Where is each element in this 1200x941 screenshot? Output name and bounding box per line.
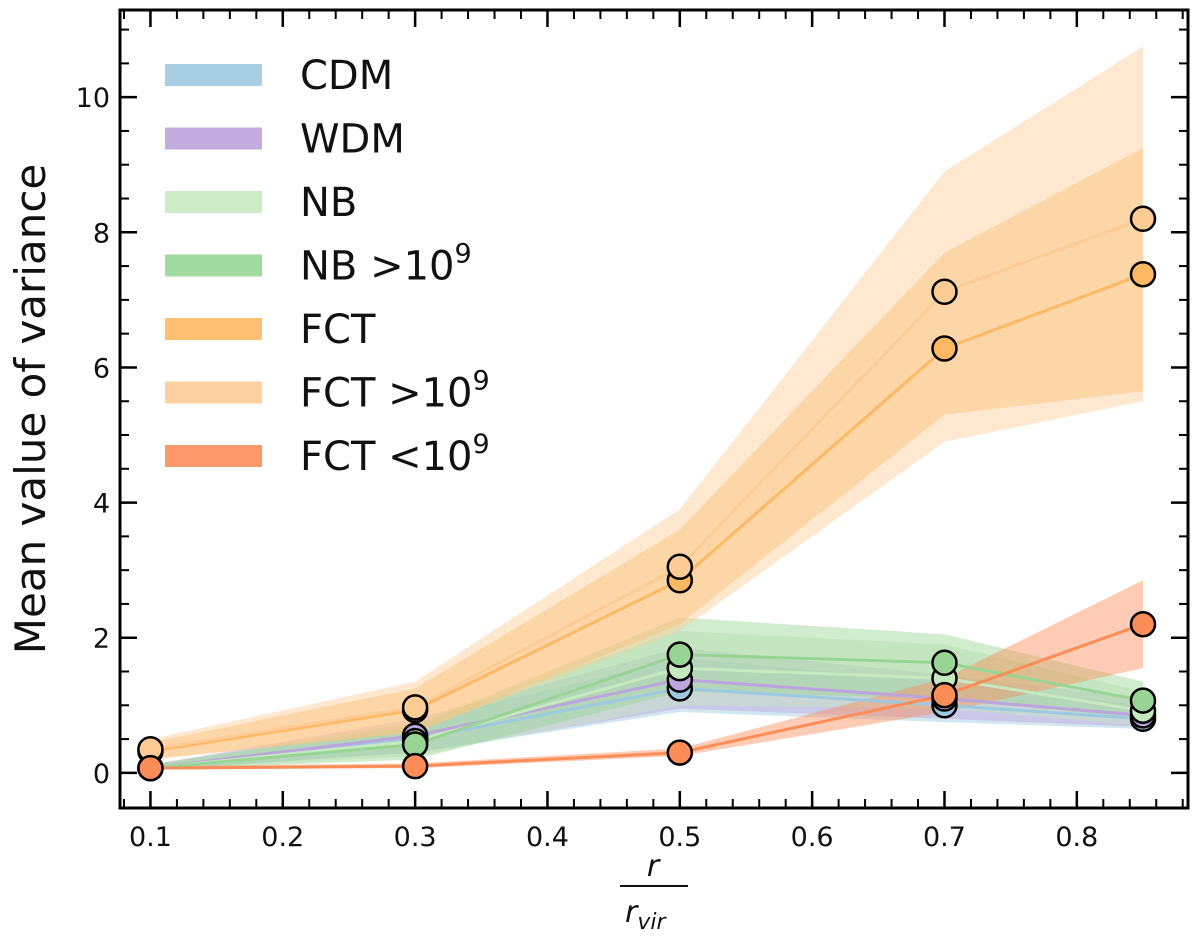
- x-tick-label: 0.7: [923, 822, 966, 853]
- legend-swatch-5: [165, 381, 262, 404]
- y-tick-label: 10: [76, 83, 110, 114]
- legend-swatch-3: [165, 254, 262, 277]
- legend-label-exponent: 9: [473, 429, 490, 460]
- x-tick-label: 0.4: [526, 822, 569, 853]
- y-tick-label: 0: [93, 759, 110, 790]
- legend-swatch-0: [165, 64, 262, 86]
- x-axis-label: r rvir: [620, 849, 688, 935]
- x-label-denominator-base: r: [625, 895, 639, 930]
- point-3-4: [1129, 687, 1157, 714]
- x-label-denominator: rvir: [625, 895, 667, 935]
- y-tick-label: 6: [93, 353, 110, 384]
- legend-label-3: NB >109: [300, 239, 472, 290]
- legend-swatch-6: [165, 445, 262, 467]
- x-tick-label: 0.8: [1055, 822, 1098, 853]
- legend-label-text: NB: [300, 180, 357, 226]
- legend-swatch-4: [165, 318, 262, 340]
- legend-swatch-2: [165, 191, 262, 213]
- point-6-2: [666, 739, 694, 766]
- legend-label-0: CDM: [300, 53, 393, 99]
- data-points: [137, 205, 1157, 782]
- x-tick-label: 0.1: [129, 822, 172, 853]
- x-tick-label: 0.2: [261, 822, 304, 853]
- point-6-3: [931, 681, 958, 709]
- point-5-3: [931, 278, 958, 306]
- legend-label-text: FCT <10: [300, 434, 473, 480]
- y-axis-label: Mean value of variance: [6, 164, 55, 655]
- legend-label-text: CDM: [300, 53, 393, 99]
- point-3-3: [931, 649, 958, 676]
- band-4: [150, 147, 1144, 760]
- y-tick-label: 8: [93, 218, 110, 249]
- x-label-numerator: r: [647, 849, 661, 884]
- legend-label-exponent: 9: [473, 366, 490, 397]
- point-4-4: [1129, 260, 1157, 288]
- legend-label-text: FCT: [300, 307, 376, 353]
- legend-label-5: FCT >109: [300, 366, 490, 417]
- point-5-4: [1129, 205, 1157, 233]
- x-tick-label: 0.5: [658, 822, 701, 853]
- point-5-2: [666, 553, 694, 581]
- band-5: [150, 46, 1144, 760]
- x-tick-label: 0.3: [394, 822, 437, 853]
- legend-label-exponent: 9: [455, 239, 472, 270]
- legend-label-text: WDM: [300, 117, 405, 163]
- band-2: [150, 630, 1144, 771]
- legend-label-1: WDM: [300, 117, 405, 163]
- legend-label-6: FCT <109: [300, 429, 490, 480]
- x-label-denominator-sub: vir: [637, 910, 667, 935]
- legend-swatch-1: [165, 127, 262, 150]
- x-tick-label: 0.6: [791, 822, 834, 853]
- plot-frame: [118, 8, 1190, 810]
- legend-label-4: FCT: [300, 307, 376, 353]
- point-6-4: [1129, 610, 1157, 638]
- legend-label-text: NB >10: [300, 244, 455, 290]
- legend-label-text: FCT >10: [300, 371, 473, 417]
- y-tick-label: 4: [93, 489, 110, 520]
- point-3-2: [666, 641, 694, 668]
- point-6-1: [401, 752, 429, 780]
- point-6-0: [137, 754, 164, 782]
- legend-label-2: NB: [300, 180, 357, 226]
- point-5-1: [401, 694, 429, 721]
- y-tick-label: 2: [93, 624, 110, 655]
- point-4-3: [931, 335, 958, 362]
